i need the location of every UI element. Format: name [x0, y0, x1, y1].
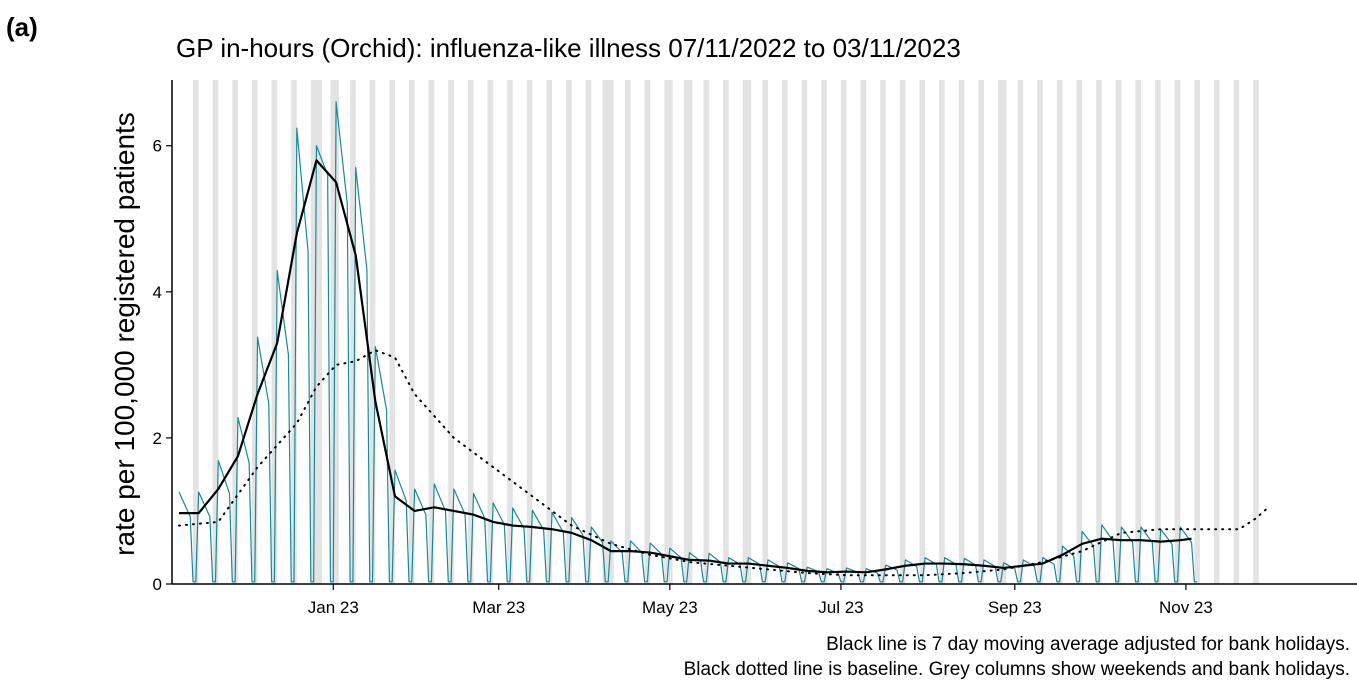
shaded-column [1253, 80, 1259, 584]
shaded-column [1096, 80, 1102, 584]
shaded-column [291, 80, 297, 584]
shaded-column [409, 80, 415, 584]
shaded-column [428, 80, 435, 584]
shaded-column [212, 80, 219, 584]
shaded-column [880, 80, 886, 584]
x-tick-label: Jul 23 [818, 598, 863, 617]
shaded-column [251, 80, 258, 584]
shaded-column [1056, 80, 1063, 584]
shaded-column [1115, 80, 1122, 584]
y-tick-label: 2 [153, 429, 162, 448]
shaded-column [742, 80, 752, 584]
shaded-column [232, 80, 238, 584]
footnote: Black line is 7 day moving average adjus… [826, 634, 1350, 655]
x-tick-label: Jan 23 [308, 598, 359, 617]
shaded-column [566, 80, 572, 584]
y-axis-label: rate per 100,000 registered patients [109, 112, 140, 556]
shaded-column [978, 80, 984, 584]
shaded-column [782, 80, 788, 584]
shaded-column [1076, 80, 1083, 584]
shaded-column [664, 80, 673, 584]
shaded-column [467, 80, 474, 584]
shaded-column [389, 80, 395, 584]
shaded-column [350, 80, 356, 584]
shaded-column [1194, 80, 1200, 584]
data-line [178, 101, 1198, 583]
shaded-column [821, 80, 827, 584]
footnote: Black dotted line is baseline. Grey colu… [684, 659, 1350, 680]
plot-area: 0 2 4 6 Jan 23 Mar 23 May 23 Jul 23 Sep 23 Nov 23 [153, 80, 1357, 617]
shaded-column [310, 80, 323, 584]
shaded-column [801, 80, 808, 584]
shaded-column [1037, 80, 1043, 584]
shaded-column [1233, 80, 1240, 584]
shaded-column [840, 80, 847, 584]
x-tick-label: Nov 23 [1159, 598, 1213, 617]
shaded-column [899, 80, 906, 584]
shaded-column [644, 80, 651, 584]
shaded-column [762, 80, 769, 584]
shaded-column [369, 80, 376, 584]
shaded-column [860, 80, 867, 584]
y-tick-label: 0 [153, 575, 162, 594]
x-tick-label: May 23 [642, 598, 698, 617]
shaded-column [546, 80, 553, 584]
shaded-column [919, 80, 926, 584]
y-tick-label: 4 [153, 283, 162, 302]
shaded-column [1135, 80, 1142, 584]
shaded-column [997, 80, 1007, 584]
shaded-column [1213, 80, 1220, 584]
shaded-column [624, 80, 631, 584]
shaded-column [487, 80, 494, 584]
shaded-column [723, 80, 729, 584]
baseline-line [178, 349, 1272, 577]
shaded-column [526, 80, 533, 584]
shaded-column [939, 80, 945, 584]
shaded-column [585, 80, 592, 584]
shaded-column [1017, 80, 1024, 584]
y-tick-label: 6 [153, 137, 162, 156]
shaded-column [1155, 80, 1161, 584]
shaded-column [1174, 80, 1181, 584]
shaded-column [193, 80, 199, 584]
data-line [179, 159, 1192, 574]
panel-label: (a) [6, 12, 38, 42]
shaded-column [703, 80, 710, 584]
shaded-column [271, 80, 278, 584]
x-tick-label: Mar 23 [472, 598, 525, 617]
chart-title: GP in-hours (Orchid): influenza-like ill… [176, 33, 961, 63]
shaded-column [448, 80, 454, 584]
x-tick-label: Sep 23 [988, 598, 1042, 617]
shaded-column [683, 80, 693, 584]
shaded-column [507, 80, 513, 584]
shaded-column [958, 80, 965, 584]
shaded-column [602, 80, 614, 584]
